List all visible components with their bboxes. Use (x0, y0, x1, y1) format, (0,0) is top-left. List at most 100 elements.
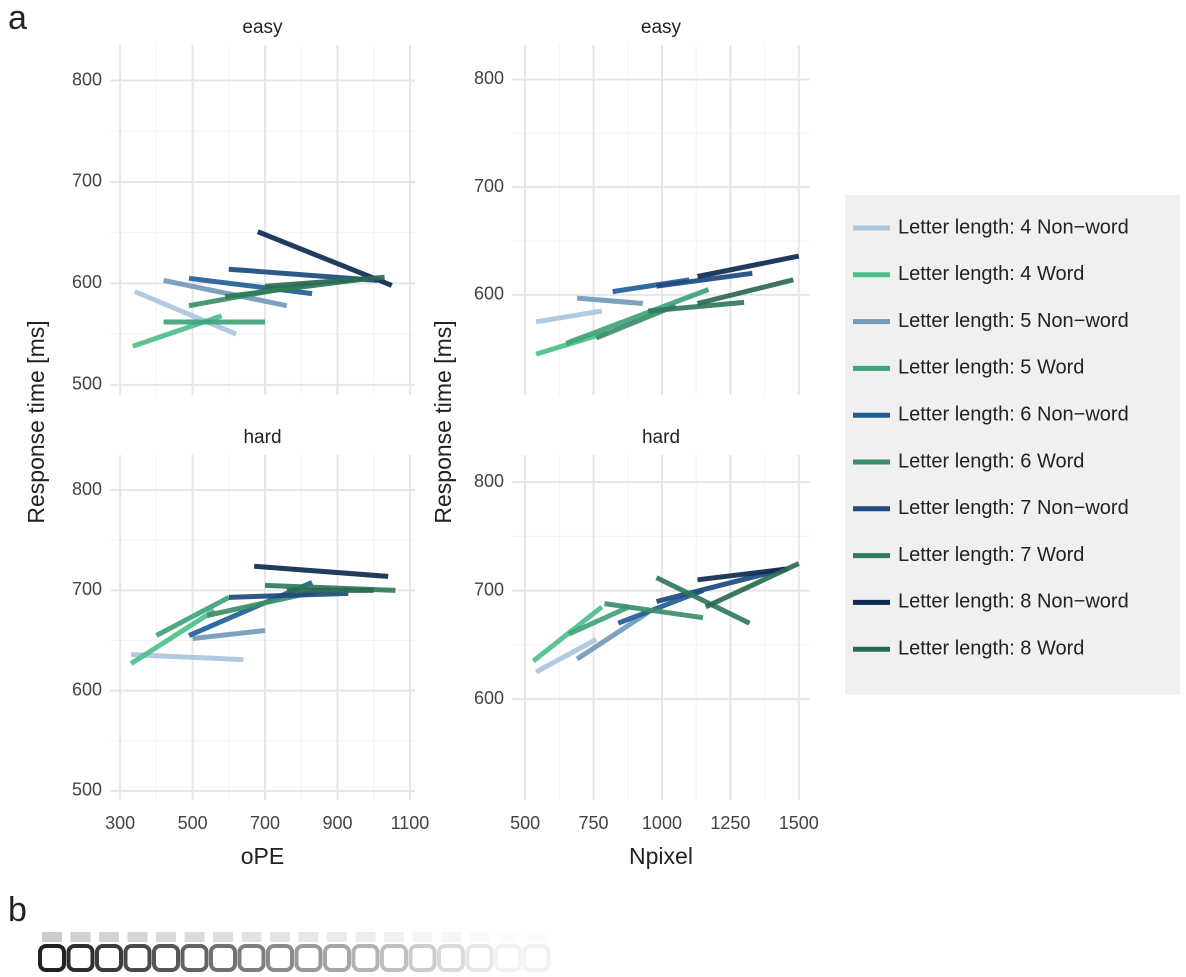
letter-shadow (270, 932, 290, 942)
letter-shadow (441, 932, 461, 942)
panel-title: hard (243, 427, 281, 448)
letter-stimulus (97, 932, 121, 970)
regression-line (698, 280, 794, 304)
letter-stimulus (382, 932, 406, 970)
letter-shadow (71, 932, 91, 942)
letter-stimulus (183, 932, 207, 970)
letter-shape (411, 946, 435, 970)
panel-title: easy (641, 17, 682, 38)
letter-shape (211, 946, 235, 970)
y-tick-label: 800 (72, 479, 102, 499)
letter-shadow (299, 932, 319, 942)
regression-line (577, 298, 643, 303)
regression-line (536, 639, 596, 672)
letter-stimulus (297, 932, 321, 970)
legend-label: Letter length: 4 Word (898, 263, 1084, 285)
x-tick-label: 1000 (642, 813, 682, 833)
y-tick-label: 500 (72, 374, 102, 394)
y-tick-label: 800 (474, 68, 504, 88)
x-axis-title: oPE (241, 843, 284, 869)
x-tick-label: 500 (178, 813, 208, 833)
letter-shape (183, 946, 207, 970)
letter-shape (97, 946, 121, 970)
y-tick-label: 600 (72, 272, 102, 292)
x-tick-label: 1100 (391, 813, 430, 833)
panel-label: b (8, 891, 27, 929)
letter-stimulus (240, 932, 264, 970)
regression-line (229, 593, 348, 597)
letter-stimulus (154, 932, 178, 970)
letter-shape (439, 946, 463, 970)
letter-shadow (327, 932, 347, 942)
letter-shape (126, 946, 150, 970)
y-tick-label: 600 (72, 679, 102, 699)
letter-shape (297, 946, 321, 970)
panel-label: a (8, 0, 27, 37)
y-tick-label: 700 (72, 171, 102, 191)
y-tick-label: 700 (474, 579, 504, 599)
letter-shape (325, 946, 349, 970)
letter-shadow (498, 932, 518, 942)
panel-title: easy (242, 17, 283, 38)
legend-label: Letter length: 4 Non−word (898, 216, 1129, 238)
x-tick-label: 1250 (710, 813, 750, 833)
y-tick-label: 600 (474, 284, 504, 304)
letter-stimulus (325, 932, 349, 970)
regression-line (536, 311, 602, 322)
x-tick-label: 500 (510, 813, 540, 833)
x-tick-label: 750 (579, 813, 609, 833)
legend-label: Letter length: 7 Non−word (898, 497, 1129, 519)
letter-stimulus (40, 932, 64, 970)
letter-shape (40, 946, 64, 970)
letter-stimulus (69, 932, 93, 970)
letter-shadow (356, 932, 376, 942)
legend-label: Letter length: 8 Word (898, 637, 1084, 659)
y-tick-label: 800 (474, 471, 504, 491)
letter-shadow (384, 932, 404, 942)
letter-stimulus (354, 932, 378, 970)
letter-stimulus (268, 932, 292, 970)
letter-shape (525, 946, 549, 970)
letter-stimulus (126, 932, 150, 970)
y-tick-label: 800 (72, 69, 102, 89)
letter-shadow (42, 932, 62, 942)
letter-shadow (527, 932, 547, 942)
letter-stimulus (439, 932, 463, 970)
letter-shadow (128, 932, 148, 942)
letter-shadow (242, 932, 262, 942)
y-axis-title: Response time [ms] (430, 320, 456, 523)
panel-title: hard (642, 427, 680, 448)
letter-shape (496, 946, 520, 970)
letter-shape (354, 946, 378, 970)
legend-label: Letter length: 5 Word (898, 357, 1084, 379)
figure: a b 500600700800easyResponse time [ms]30… (0, 0, 1186, 977)
x-axis-title: Npixel (629, 843, 693, 869)
y-tick-label: 600 (474, 688, 504, 708)
letter-stimulus (525, 932, 549, 970)
letter-shadow (470, 932, 490, 942)
letter-shadow (213, 932, 233, 942)
letter-shape (240, 946, 264, 970)
letter-shadow (185, 932, 205, 942)
x-tick-label: 1500 (779, 813, 819, 833)
letter-stimulus (211, 932, 235, 970)
letter-shadow (413, 932, 433, 942)
y-tick-label: 700 (474, 176, 504, 196)
legend-label: Letter length: 5 Non−word (898, 310, 1129, 332)
x-tick-label: 900 (322, 813, 352, 833)
letter-shape (382, 946, 406, 970)
legend-label: Letter length: 6 Word (898, 450, 1084, 472)
letter-stimulus (468, 932, 492, 970)
y-axis-title: Response time [ms] (23, 320, 49, 523)
letter-shape (268, 946, 292, 970)
letter-shape (69, 946, 93, 970)
x-tick-label: 700 (250, 813, 280, 833)
regression-line (254, 566, 388, 576)
y-tick-label: 500 (72, 780, 102, 800)
y-tick-label: 700 (72, 579, 102, 599)
legend-label: Letter length: 7 Word (898, 544, 1084, 566)
letter-shape (468, 946, 492, 970)
legend-label: Letter length: 8 Non−word (898, 591, 1129, 613)
letter-shadow (99, 932, 119, 942)
letter-stimulus (496, 932, 520, 970)
